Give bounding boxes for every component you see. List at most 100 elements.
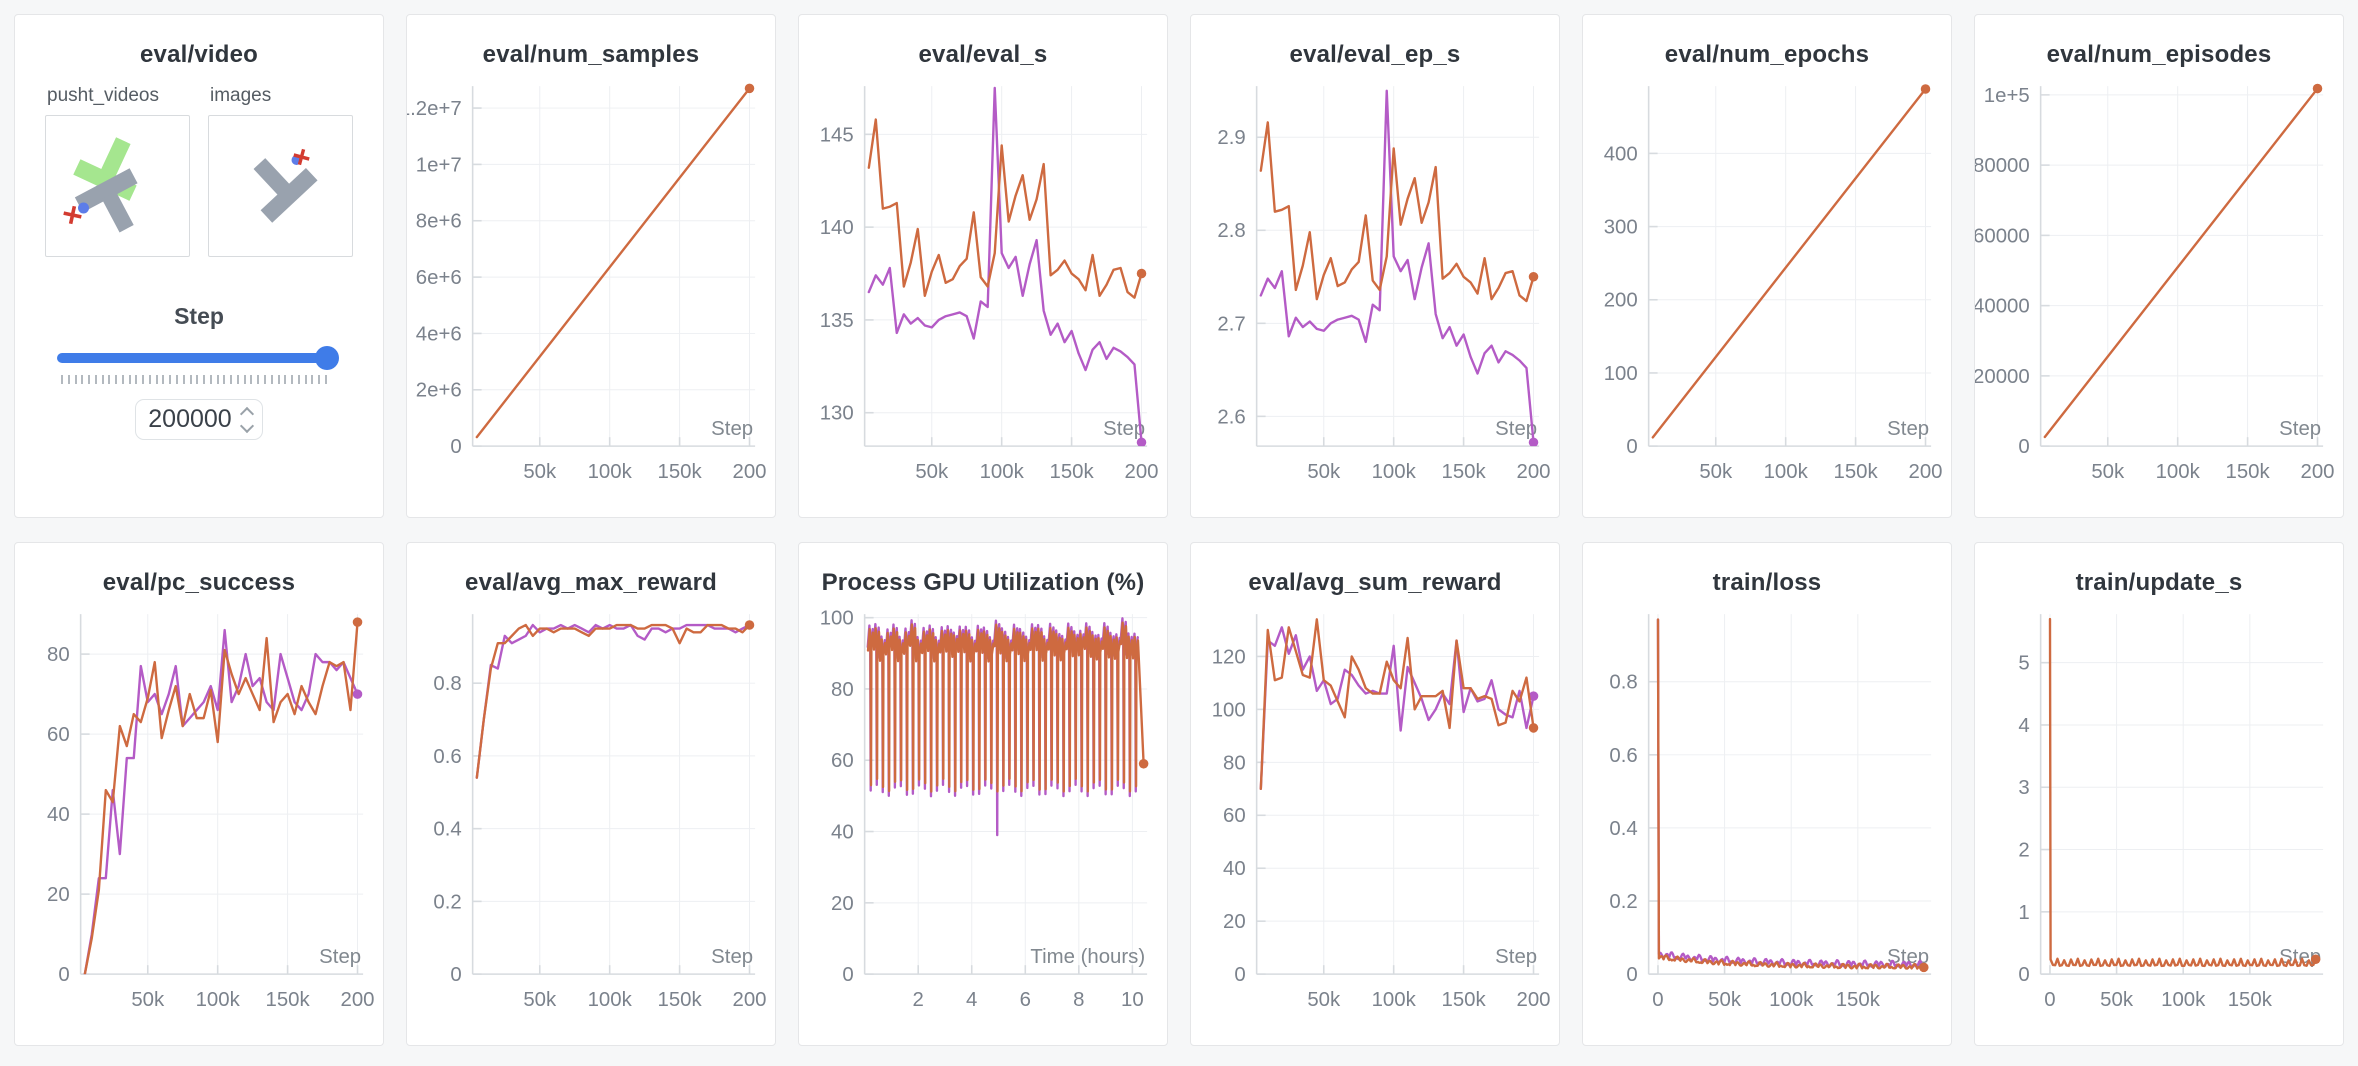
svg-text:50k: 50k — [523, 989, 557, 1011]
x-axis-title: Step — [1495, 946, 1537, 968]
chart-canvas-eval-num-samples[interactable]: 50k 100k 150k 200 0 2e+6 4e+6 6e+6 8e+6 1e+7 1.2e+… — [407, 71, 775, 501]
svg-text:100k: 100k — [2156, 461, 2201, 483]
svg-text:150k: 150k — [1834, 461, 1879, 483]
plot-area — [1259, 618, 1539, 791]
svg-text:20: 20 — [831, 893, 854, 915]
panel-train-loss: train/loss 0 50k 100k 150k 0 0.2 0.4 0.6 0.8 Step — [1582, 542, 1952, 1046]
step-value-input[interactable] — [142, 404, 238, 435]
series-end-dot-run-purple — [1528, 437, 1539, 447]
svg-text:50k: 50k — [523, 461, 557, 483]
series-line-run-orange — [1651, 87, 1927, 439]
media-row: pusht_videos — [15, 85, 383, 257]
media-item-images: images — [208, 85, 353, 257]
svg-text:0.4: 0.4 — [1609, 818, 1637, 840]
svg-text:50k: 50k — [1307, 989, 1341, 1011]
svg-text:0.2: 0.2 — [1609, 891, 1637, 913]
step-input-box — [135, 399, 263, 440]
step-stepper[interactable] — [239, 406, 255, 433]
svg-text:130: 130 — [820, 403, 854, 425]
svg-text:1e+7: 1e+7 — [416, 154, 462, 176]
x-axis-title: Step — [1887, 418, 1929, 440]
svg-text:40: 40 — [1223, 858, 1246, 880]
svg-text:80: 80 — [1223, 752, 1246, 774]
panel-train-update-s: train/update_s 0 50k 100k 150k 0 1 2 3 4 5 Step — [1974, 542, 2344, 1046]
svg-text:150k: 150k — [2228, 989, 2273, 1011]
series-end-dot-run-orange — [1528, 723, 1539, 733]
step-slider-track[interactable] — [57, 353, 335, 363]
svg-text:150k: 150k — [1442, 989, 1487, 1011]
chart-canvas-eval-avg-max-reward[interactable]: 50k 100k 150k 200 0 0.2 0.4 0.6 0.8 Step — [407, 599, 775, 1029]
chart-canvas-eval-num-epochs[interactable]: 50k 100k 150k 200 0 100 200 300 400 Step — [1583, 71, 1951, 501]
x-axis-title: Step — [2279, 418, 2321, 440]
series-line-run-orange — [1259, 121, 1535, 303]
svg-text:20: 20 — [47, 884, 70, 906]
svg-text:200: 200 — [341, 989, 375, 1011]
media-caption: pusht_videos — [47, 85, 159, 106]
series-line-run-orange — [2048, 617, 2317, 968]
axes — [2039, 86, 2324, 447]
panel-eval-avg-max-reward: eval/avg_max_reward 50k 100k 150k 200 0 0.2 0.… — [406, 542, 776, 1046]
svg-text:150k: 150k — [658, 461, 703, 483]
tick-labels: 50k 100k 150k 200 0 20 40 60 80 — [47, 644, 374, 1011]
series-end-dot-run-purple — [352, 689, 363, 699]
svg-text:50k: 50k — [915, 461, 949, 483]
svg-text:100k: 100k — [1769, 989, 1814, 1011]
chart-title: train/update_s — [2075, 569, 2243, 596]
svg-text:0: 0 — [450, 436, 461, 458]
series-line-run-orange — [83, 620, 359, 975]
chart-canvas-eval-eval-s[interactable]: 50k 100k 150k 200 130 135 140 145 Step — [799, 71, 1167, 501]
svg-text:140: 140 — [820, 217, 854, 239]
svg-text:6: 6 — [1020, 989, 1031, 1011]
panel-eval-avg-sum-reward: eval/avg_sum_reward 50k 100k 150k 200 0 20 40 6… — [1190, 542, 1560, 1046]
svg-text:0: 0 — [1626, 436, 1637, 458]
plot-area — [1651, 84, 1931, 439]
svg-text:0.6: 0.6 — [1609, 745, 1637, 767]
chart-title: train/loss — [1712, 569, 1822, 596]
chart-canvas-eval-avg-sum-reward[interactable]: 50k 100k 150k 200 0 20 40 60 80 100 120 Step — [1191, 599, 1559, 1029]
panel-eval-eval-s: eval/eval_s 50k 100k 150k 200 130 135 140 145 St… — [798, 14, 1168, 518]
axes — [471, 614, 756, 975]
pusht-video-thumbnail[interactable] — [45, 115, 190, 257]
pusht-target-cross-icon — [293, 148, 310, 166]
series-line-run-purple — [1259, 626, 1535, 791]
svg-text:4e+6: 4e+6 — [416, 323, 462, 345]
svg-text:200: 200 — [1604, 290, 1638, 312]
svg-text:150k: 150k — [266, 989, 311, 1011]
svg-text:1e+5: 1e+5 — [1984, 85, 2030, 107]
svg-text:5: 5 — [2018, 653, 2029, 675]
plot-area — [2043, 83, 2323, 439]
chart-canvas-eval-eval-ep-s[interactable]: 50k 100k 150k 200 2.6 2.7 2.8 2.9 Step — [1191, 71, 1559, 501]
svg-text:0: 0 — [58, 964, 69, 986]
step-slider-thumb[interactable] — [315, 346, 339, 370]
svg-text:150k: 150k — [2226, 461, 2271, 483]
pusht-image-thumbnail[interactable] — [208, 115, 353, 257]
svg-text:0: 0 — [1652, 989, 1663, 1011]
panel-eval-pc-success: eval/pc_success 50k 100k 150k 200 0 20 40 60 80 S… — [14, 542, 384, 1046]
chart-canvas-eval-pc-success[interactable]: 50k 100k 150k 200 0 20 40 60 80 Step — [15, 599, 383, 1029]
pusht-scene-image-icon — [253, 148, 318, 223]
svg-text:0.8: 0.8 — [1609, 672, 1637, 694]
step-slider[interactable] — [57, 346, 339, 370]
step-slider-label: Step — [174, 303, 224, 329]
svg-text:200: 200 — [1517, 461, 1551, 483]
svg-text:50k: 50k — [131, 989, 165, 1011]
series-line-run-purple — [867, 86, 1143, 444]
pusht-target-cross-icon — [63, 205, 82, 225]
chart-canvas-eval-num-episodes[interactable]: 50k 100k 150k 200 0 20000 40000 60000 80000 1e+5 S… — [1975, 71, 2343, 501]
chevron-down-icon[interactable] — [239, 418, 255, 433]
svg-text:50k: 50k — [1699, 461, 1733, 483]
svg-text:100: 100 — [1212, 699, 1246, 721]
svg-text:200: 200 — [1909, 461, 1943, 483]
svg-text:2e+6: 2e+6 — [416, 380, 462, 402]
panel-eval-num-episodes: eval/num_episodes 50k 100k 150k 200 0 20000 40… — [1974, 14, 2344, 518]
svg-text:2.9: 2.9 — [1217, 127, 1245, 149]
svg-text:100: 100 — [820, 608, 854, 630]
series-end-dot-run-purple — [1528, 691, 1539, 701]
chart-title: eval/avg_max_reward — [465, 569, 717, 596]
tick-labels: 0 50k 100k 150k 0 1 2 3 4 5 — [2018, 653, 2272, 1011]
svg-text:100k: 100k — [588, 989, 633, 1011]
